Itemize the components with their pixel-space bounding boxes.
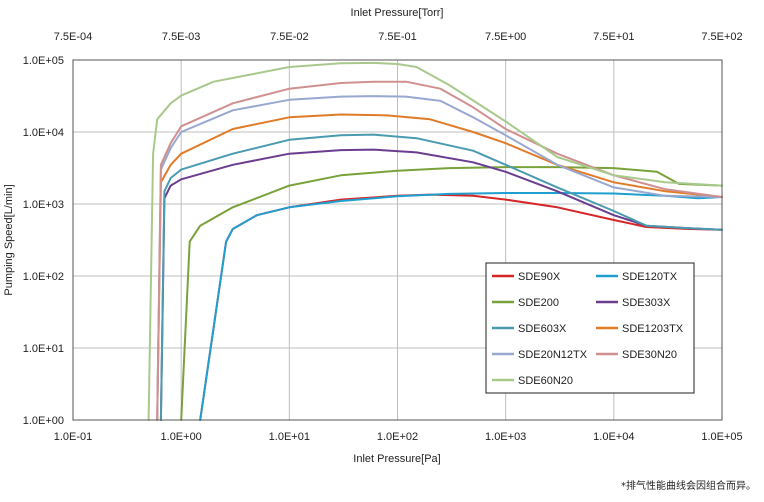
x-axis-ticks: 1.0E-01 1.0E+00 1.0E+01 1.0E+02 1.0E+03 1.0E+… bbox=[54, 431, 743, 443]
legend-label: SDE20N12TX bbox=[518, 349, 588, 361]
x-tick-label: 1.0E+03 bbox=[485, 431, 526, 443]
series-line-sde1203tx bbox=[156, 113, 723, 421]
series-line-sde603x bbox=[159, 133, 723, 421]
y-axis-ticks: 1.0E+00 1.0E+01 1.0E+02 1.0E+03 1.0E+04 1.0E+… bbox=[23, 55, 64, 427]
legend-label: SDE603X bbox=[518, 323, 567, 335]
series-line-sde303x bbox=[159, 148, 723, 421]
series-layer bbox=[147, 61, 723, 421]
y-tick-label: 1.0E+00 bbox=[23, 415, 64, 427]
x-tick-label: 1.0E+00 bbox=[161, 431, 202, 443]
y-tick-label: 1.0E+03 bbox=[23, 199, 64, 211]
legend-label: SDE120TX bbox=[622, 271, 678, 283]
y-tick-label: 1.0E+01 bbox=[23, 343, 64, 355]
y-tick-label: 1.0E+05 bbox=[23, 55, 64, 67]
legend-label: SDE90X bbox=[518, 271, 561, 283]
top-tick-label: 7.5E+00 bbox=[485, 31, 526, 43]
y-tick-label: 1.0E+04 bbox=[23, 127, 64, 139]
legend-label: SDE30N20 bbox=[622, 349, 677, 361]
legend-label: SDE1203TX bbox=[622, 323, 684, 335]
top-axis-title: Inlet Pressure[Torr] bbox=[351, 7, 444, 19]
x-tick-label: 1.0E+01 bbox=[269, 431, 310, 443]
x-tick-label: 1.0E+05 bbox=[701, 431, 742, 443]
x-axis-title: Inlet Pressure[Pa] bbox=[353, 453, 440, 465]
top-tick-label: 7.5E-04 bbox=[54, 31, 93, 43]
series-line-sde60n20 bbox=[147, 61, 723, 421]
legend-label: SDE60N20 bbox=[518, 375, 573, 387]
legend-box bbox=[485, 262, 695, 394]
plot-frame bbox=[72, 59, 723, 421]
series-line-sde120tx bbox=[199, 192, 723, 421]
x-tick-label: 1.0E-01 bbox=[54, 431, 93, 443]
x-tick-label: 1.0E+02 bbox=[377, 431, 418, 443]
x-tick-label: 1.0E+04 bbox=[593, 431, 634, 443]
top-tick-label: 7.5E-03 bbox=[162, 31, 201, 43]
top-tick-label: 7.5E+01 bbox=[593, 31, 634, 43]
series-line-sde200 bbox=[180, 166, 723, 421]
legend: SDE90X SDE120TX SDE200 SDE303X SDE603X SDE120… bbox=[485, 262, 695, 394]
series-line-sde20n12tx bbox=[156, 95, 723, 421]
footnote: *排气性能曲线会因组合而异。 bbox=[621, 481, 756, 492]
top-axis-ticks: 7.5E-04 7.5E-03 7.5E-02 7.5E-01 7.5E+00 7.5E+… bbox=[54, 31, 743, 43]
series-line-sde30n20 bbox=[156, 80, 723, 421]
y-tick-label: 1.0E+02 bbox=[23, 271, 64, 283]
y-axis-title: Pumping Speed[L/min] bbox=[3, 184, 15, 295]
legend-label: SDE303X bbox=[622, 297, 671, 309]
top-tick-label: 7.5E-01 bbox=[378, 31, 417, 43]
legend-label: SDE200 bbox=[518, 297, 559, 309]
top-tick-label: 7.5E+02 bbox=[701, 31, 742, 43]
top-tick-label: 7.5E-02 bbox=[270, 31, 309, 43]
